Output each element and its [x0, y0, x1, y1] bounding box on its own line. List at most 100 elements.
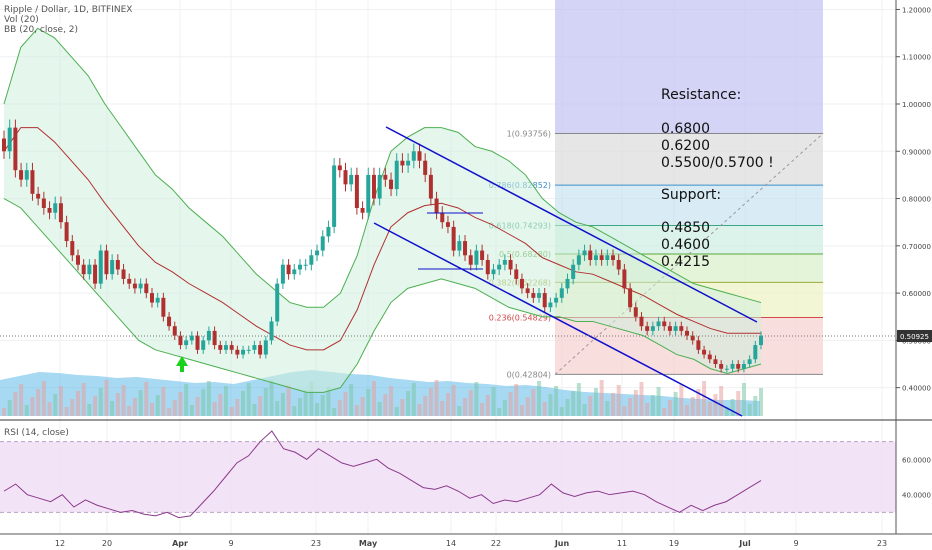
candle-body[interactable]	[47, 208, 52, 213]
candle-body[interactable]	[303, 264, 308, 266]
candle-body[interactable]	[184, 340, 189, 346]
candle-body[interactable]	[252, 345, 257, 350]
candle-body[interactable]	[736, 364, 741, 369]
candle-body[interactable]	[64, 222, 69, 242]
candle-body[interactable]	[525, 288, 530, 294]
candle-body[interactable]	[246, 349, 251, 351]
candle-body[interactable]	[292, 269, 297, 275]
candle-body[interactable]	[747, 359, 752, 364]
candle-body[interactable]	[423, 160, 428, 175]
candle-body[interactable]	[269, 321, 274, 341]
candle-body[interactable]	[457, 241, 462, 251]
symbol-title[interactable]: Ripple / Dollar, 1D, BITFINEX	[4, 5, 133, 15]
candle-body[interactable]	[633, 307, 638, 317]
candle-body[interactable]	[127, 278, 132, 284]
candle-body[interactable]	[622, 269, 627, 289]
candle-body[interactable]	[70, 241, 75, 256]
candle-body[interactable]	[280, 264, 285, 284]
candle-body[interactable]	[81, 264, 86, 275]
bollinger-indicator-label[interactable]: BB (20, close, 2)	[4, 25, 79, 35]
candle-body[interactable]	[87, 264, 92, 275]
candle-body[interactable]	[667, 326, 672, 331]
candle-body[interactable]	[468, 255, 473, 265]
candle-body[interactable]	[451, 226, 456, 251]
candle-body[interactable]	[218, 345, 223, 350]
candle-body[interactable]	[702, 349, 707, 355]
candle-body[interactable]	[201, 340, 206, 350]
candle-body[interactable]	[502, 260, 507, 265]
candle-body[interactable]	[58, 203, 63, 223]
candle-body[interactable]	[104, 250, 109, 275]
candle-body[interactable]	[491, 269, 496, 275]
candle-body[interactable]	[753, 345, 758, 360]
candle-body[interactable]	[508, 260, 513, 270]
candle-body[interactable]	[383, 174, 388, 180]
candle-body[interactable]	[161, 297, 166, 317]
candle-body[interactable]	[98, 250, 103, 284]
candle-body[interactable]	[588, 250, 593, 260]
candle-body[interactable]	[115, 260, 120, 270]
candle-body[interactable]	[480, 250, 485, 260]
candle-body[interactable]	[645, 326, 650, 331]
candle-body[interactable]	[628, 288, 633, 308]
candlestick-series[interactable]	[2, 119, 763, 373]
candle-body[interactable]	[434, 198, 439, 213]
candle-body[interactable]	[759, 335, 763, 346]
candle-body[interactable]	[349, 174, 354, 185]
candle-body[interactable]	[616, 260, 621, 270]
channel-lower-line[interactable]	[373, 222, 743, 417]
candle-body[interactable]	[360, 208, 365, 213]
candle-body[interactable]	[542, 293, 547, 308]
candle-body[interactable]	[53, 203, 58, 213]
candle-body[interactable]	[730, 364, 735, 369]
candle-body[interactable]	[611, 255, 616, 260]
candle-body[interactable]	[554, 297, 559, 303]
candle-body[interactable]	[36, 193, 41, 199]
rsi-panel[interactable]	[0, 419, 932, 519]
candle-body[interactable]	[685, 330, 690, 336]
candle-body[interactable]	[19, 170, 24, 180]
candle-body[interactable]	[565, 278, 570, 289]
candle-body[interactable]	[121, 269, 126, 279]
candle-body[interactable]	[30, 170, 35, 194]
candle-body[interactable]	[724, 368, 729, 370]
candle-body[interactable]	[548, 302, 553, 308]
candle-body[interactable]	[263, 340, 268, 355]
candle-body[interactable]	[673, 326, 678, 331]
candle-body[interactable]	[309, 255, 314, 265]
candle-body[interactable]	[235, 349, 240, 355]
candle-body[interactable]	[13, 127, 18, 171]
rsi-line[interactable]	[3, 430, 762, 519]
candle-body[interactable]	[679, 326, 684, 331]
candle-body[interactable]	[576, 255, 581, 265]
candle-body[interactable]	[75, 255, 80, 265]
candle-body[interactable]	[582, 250, 587, 256]
candle-body[interactable]	[411, 151, 416, 161]
candle-body[interactable]	[366, 174, 371, 213]
candle-body[interactable]	[149, 293, 154, 303]
candle-body[interactable]	[229, 345, 234, 350]
candle-body[interactable]	[337, 165, 342, 171]
candle-body[interactable]	[406, 160, 411, 166]
candle-body[interactable]	[571, 264, 576, 279]
rsi-legend[interactable]: RSI (14, close)	[4, 428, 69, 438]
candle-body[interactable]	[132, 283, 137, 289]
candle-body[interactable]	[93, 264, 98, 284]
candle-body[interactable]	[445, 222, 450, 227]
candle-body[interactable]	[417, 151, 422, 161]
candle-body[interactable]	[389, 179, 394, 190]
candle-body[interactable]	[394, 160, 399, 190]
channel-upper-line[interactable]	[385, 126, 758, 323]
candle-body[interactable]	[440, 212, 445, 223]
candle-body[interactable]	[223, 345, 228, 350]
candle-body[interactable]	[275, 283, 280, 322]
candle-body[interactable]	[320, 236, 325, 251]
candle-body[interactable]	[258, 345, 263, 355]
candle-body[interactable]	[189, 335, 194, 341]
candle-body[interactable]	[599, 255, 604, 260]
candle-body[interactable]	[497, 264, 502, 270]
trend-drawings[interactable]	[0, 126, 896, 417]
candle-body[interactable]	[144, 283, 149, 294]
candle-body[interactable]	[315, 250, 320, 256]
